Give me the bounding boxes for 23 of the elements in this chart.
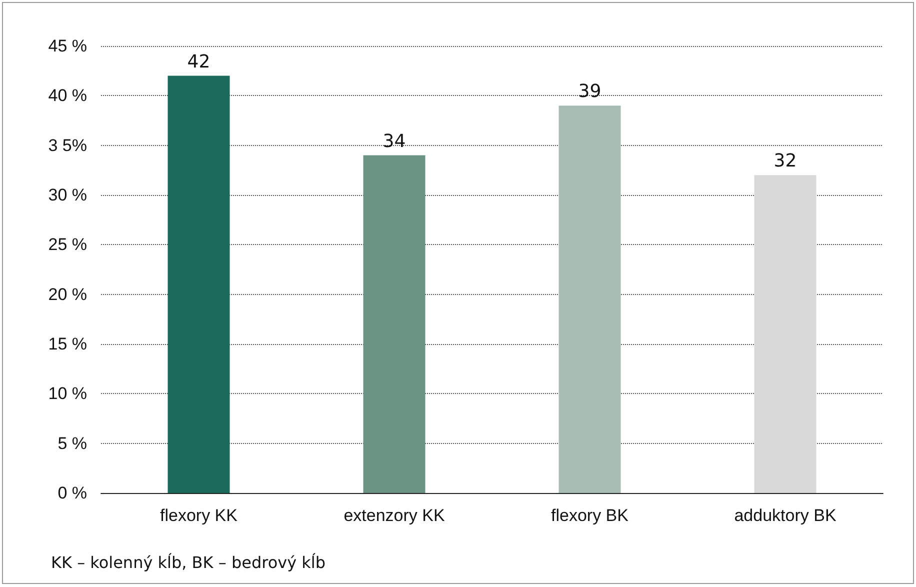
data-label: 42 xyxy=(187,51,210,72)
data-label: 39 xyxy=(578,81,602,102)
y-tick-label: 10 % xyxy=(48,384,87,404)
y-tick-label: 5 % xyxy=(58,434,87,453)
x-tick-label: flexory KK xyxy=(160,506,238,525)
y-tick-label: 3 5% xyxy=(48,136,87,155)
text: KK – kolenný kĺb, BK – bedrový kĺb xyxy=(51,553,326,572)
y-tick-label: 40 % xyxy=(48,86,87,106)
x-tick-label: flexory BK xyxy=(551,506,630,525)
bar xyxy=(168,76,230,493)
x-tick-label: adduktory BK xyxy=(734,506,837,525)
bar xyxy=(363,155,426,493)
data-label: 34 xyxy=(382,130,406,152)
y-tick-label: 20 % xyxy=(48,284,87,304)
y-tick-label: 25 % xyxy=(48,235,87,254)
y-tick-label: 45 % xyxy=(48,36,87,56)
bar xyxy=(754,175,816,493)
y-tick-label: 15 % xyxy=(48,334,87,354)
x-tick-label: extenzory KK xyxy=(344,506,446,525)
y-tick-label: 0 % xyxy=(58,484,87,502)
bar xyxy=(558,106,621,493)
y-tick-label: 30 % xyxy=(48,186,87,204)
data-label: 32 xyxy=(774,150,797,172)
